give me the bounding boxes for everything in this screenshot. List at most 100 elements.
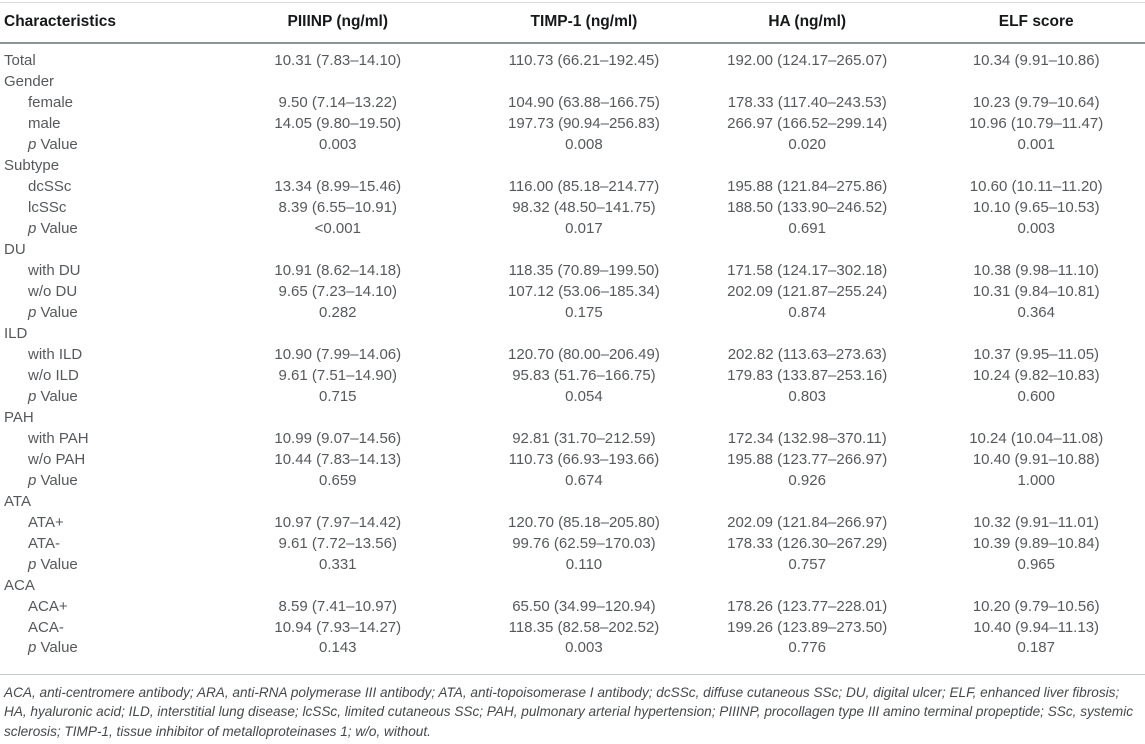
table-row: w/o PAH 10.44 (7.83–14.13) 110.73 (66.93–1… bbox=[0, 449, 1145, 470]
value-cell bbox=[481, 71, 687, 92]
value-cell: 0.008 bbox=[565, 135, 603, 153]
row-label: p Value bbox=[28, 303, 78, 321]
value-cell: 10.90 (7.99–14.06) bbox=[274, 345, 402, 363]
characteristics-table: Characteristics PIIINP (ng/ml) TIMP-1 (ng/… bbox=[0, 2, 1145, 675]
table-row: DU bbox=[0, 239, 1145, 260]
value-cell: 104.90 (63.88–166.75) bbox=[508, 93, 660, 111]
table-row: p Value 0.003 0.008 0.020 0.001 bbox=[0, 134, 1145, 155]
table-row: p Value 0.282 0.175 0.874 0.364 bbox=[0, 302, 1145, 323]
table-row: PAH bbox=[0, 407, 1145, 428]
row-label: ILD bbox=[4, 324, 28, 342]
table-header-row: Characteristics PIIINP (ng/ml) TIMP-1 (ng/… bbox=[0, 2, 1145, 44]
value-cell: 0.659 bbox=[318, 471, 357, 489]
column-header: PIIINP (ng/ml) bbox=[194, 2, 481, 44]
abbreviations-footnote: ACA, anti-centromere antibody; ARA, anti… bbox=[4, 685, 1134, 739]
value-cell: 118.35 (70.89–199.50) bbox=[508, 261, 660, 279]
value-cell bbox=[927, 323, 1145, 344]
value-cell bbox=[481, 323, 687, 344]
table-row: p Value <0.001 0.017 0.691 0.003 bbox=[0, 218, 1145, 239]
table-row: ATA- 9.61 (7.72–13.56) 99.76 (62.59–170.03… bbox=[0, 533, 1145, 554]
value-cell: 10.37 (9.95–11.05) bbox=[973, 345, 1100, 363]
value-cell: 65.50 (34.99–120.94) bbox=[512, 597, 656, 615]
value-cell bbox=[927, 407, 1145, 428]
value-cell bbox=[927, 491, 1145, 512]
table-row: p Value 0.715 0.054 0.803 0.600 bbox=[0, 386, 1145, 407]
table-row: p Value 0.659 0.674 0.926 1.000 bbox=[0, 470, 1145, 491]
value-cell: 8.59 (7.41–10.97) bbox=[278, 597, 397, 615]
row-label: ACA bbox=[4, 576, 35, 594]
value-cell: 118.35 (82.58–202.52) bbox=[508, 618, 660, 636]
value-cell bbox=[687, 323, 927, 344]
value-cell: 98.32 (48.50–141.75) bbox=[512, 198, 656, 216]
value-cell: 202.82 (113.63–273.63) bbox=[727, 345, 887, 363]
row-label: with PAH bbox=[28, 429, 89, 447]
value-cell: 0.674 bbox=[565, 471, 603, 489]
value-cell: 9.61 (7.72–13.56) bbox=[278, 534, 397, 552]
value-cell bbox=[481, 239, 687, 260]
value-cell: 266.97 (166.52–299.14) bbox=[727, 114, 888, 132]
row-label: lcSSc bbox=[28, 198, 67, 216]
value-cell: 92.81 (31.70–212.59) bbox=[512, 429, 656, 447]
value-cell: 9.50 (7.14–13.22) bbox=[278, 93, 397, 111]
table-row: ILD bbox=[0, 323, 1145, 344]
row-label: with DU bbox=[28, 261, 81, 279]
row-label: female bbox=[28, 93, 74, 111]
value-cell: 0.017 bbox=[565, 219, 603, 237]
value-cell: 95.83 (51.76–166.75) bbox=[512, 366, 656, 384]
value-cell bbox=[927, 155, 1145, 176]
value-cell bbox=[927, 239, 1145, 260]
value-cell: 0.003 bbox=[1017, 219, 1055, 237]
value-cell: 120.70 (80.00–206.49) bbox=[508, 345, 660, 363]
value-cell bbox=[195, 239, 481, 260]
row-label: w/o DU bbox=[28, 282, 78, 300]
value-cell: 10.60 (10.11–11.20) bbox=[969, 177, 1103, 195]
row-label: ATA+ bbox=[28, 513, 64, 531]
table-row: ATA+ 10.97 (7.97–14.42) 120.70 (85.18–205.… bbox=[0, 512, 1145, 533]
value-cell bbox=[195, 491, 481, 512]
column-header: TIMP-1 (ng/ml) bbox=[480, 2, 687, 44]
value-cell: 10.38 (9.98–11.10) bbox=[973, 261, 1100, 279]
row-label: w/o PAH bbox=[28, 450, 86, 468]
row-label: p Value bbox=[28, 471, 78, 489]
value-cell: 0.926 bbox=[788, 471, 826, 489]
value-cell: 10.39 (9.89–10.84) bbox=[972, 534, 1100, 552]
value-cell: 107.12 (53.06–185.34) bbox=[508, 282, 660, 300]
value-cell: 0.020 bbox=[788, 135, 826, 153]
value-cell: 0.054 bbox=[565, 387, 603, 405]
value-cell bbox=[195, 575, 481, 596]
table-row: lcSSc 8.39 (6.55–10.91) 98.32 (48.50–141.7… bbox=[0, 197, 1145, 218]
value-cell bbox=[195, 407, 481, 428]
row-label: p Value bbox=[28, 639, 78, 657]
row-label: with ILD bbox=[28, 345, 83, 363]
value-cell: 10.31 (7.83–14.10) bbox=[274, 52, 402, 69]
row-label: PAH bbox=[4, 408, 34, 426]
value-cell: 0.600 bbox=[1017, 387, 1055, 405]
table-row: with PAH 10.99 (9.07–14.56) 92.81 (31.70–2… bbox=[0, 428, 1145, 449]
value-cell: 10.40 (9.94–11.13) bbox=[973, 618, 1100, 636]
value-cell: 178.33 (126.30–267.29) bbox=[727, 534, 888, 552]
value-cell: 10.34 (9.91–10.86) bbox=[972, 52, 1100, 69]
value-cell: 0.003 bbox=[318, 135, 357, 153]
value-cell: 10.94 (7.93–14.27) bbox=[274, 618, 402, 636]
value-cell: 0.110 bbox=[565, 555, 603, 573]
value-cell: 0.803 bbox=[788, 387, 826, 405]
value-cell: 10.97 (7.97–14.42) bbox=[274, 513, 402, 531]
value-cell: 188.50 (133.90–246.52) bbox=[727, 198, 888, 216]
value-cell: 0.282 bbox=[318, 303, 357, 321]
value-cell: 1.000 bbox=[1017, 471, 1055, 489]
value-cell: 0.874 bbox=[788, 303, 826, 321]
value-cell: 9.65 (7.23–14.10) bbox=[278, 282, 397, 300]
value-cell bbox=[687, 71, 927, 92]
table-body: Total 10.31 (7.83–14.10) 110.73 (66.21–192… bbox=[0, 43, 1145, 675]
row-label: DU bbox=[4, 240, 26, 258]
value-cell: 0.364 bbox=[1017, 303, 1055, 321]
value-cell: 9.61 (7.51–14.90) bbox=[278, 366, 397, 384]
table-row: male 14.05 (9.80–19.50) 197.73 (90.94–256.… bbox=[0, 113, 1145, 134]
value-cell: 178.33 (117.40–243.53) bbox=[727, 93, 887, 111]
value-cell: 0.776 bbox=[788, 639, 826, 657]
table-row: w/o DU 9.65 (7.23–14.10) 107.12 (53.06–185… bbox=[0, 281, 1145, 302]
value-cell: 0.003 bbox=[565, 639, 603, 657]
value-cell bbox=[481, 575, 687, 596]
value-cell bbox=[195, 71, 481, 92]
value-cell: 179.83 (133.87–253.16) bbox=[727, 366, 888, 384]
